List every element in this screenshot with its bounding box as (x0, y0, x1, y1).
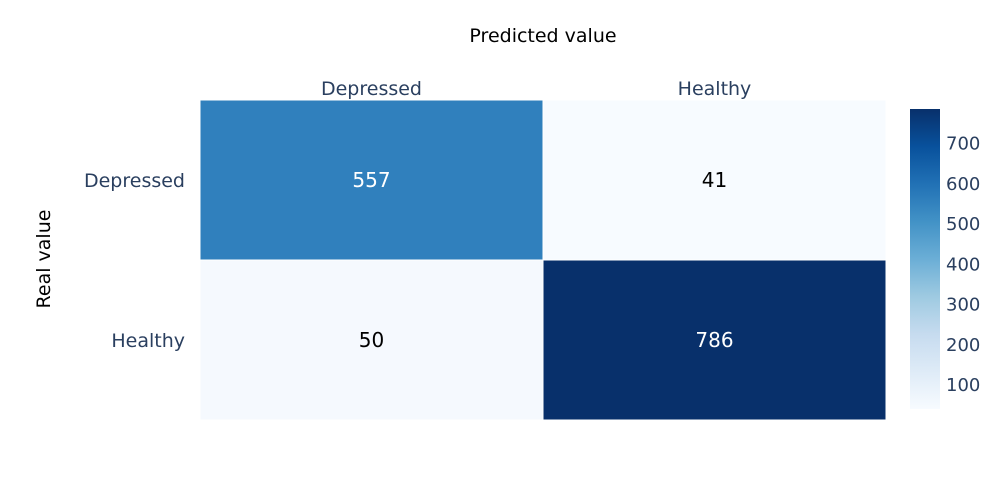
x-tick-labels: Depressed Healthy (321, 78, 751, 100)
x-axis-title: Predicted value (469, 25, 616, 47)
x-tick-label: Depressed (321, 78, 422, 100)
heatmap-cells: 557 41 50 786 (199, 99, 887, 421)
x-tick-label: Healthy (678, 78, 752, 100)
cell-value-label: 557 (352, 168, 390, 192)
colorbar-tick-label: 200 (946, 335, 980, 356)
heatmap-cell (199, 99, 544, 261)
colorbar-tick-label: 600 (946, 174, 980, 195)
colorbar-tick-label: 700 (946, 134, 980, 155)
y-axis-title: Real value (33, 210, 55, 309)
colorbar-tick-label: 400 (946, 254, 980, 275)
cell-value-label: 50 (359, 328, 384, 352)
colorbar-tick-labels: 100 200 300 400 500 600 700 (946, 134, 980, 397)
cell-value-label: 786 (695, 328, 733, 352)
colorbar-tick-label: 100 (946, 375, 980, 396)
cell-value-label: 41 (702, 168, 727, 192)
colorbar (910, 109, 940, 409)
colorbar-tick-label: 500 (946, 214, 980, 235)
colorbar-tick-label: 300 (946, 295, 980, 316)
heatmap-cell (199, 259, 544, 421)
heatmap-cell (542, 259, 887, 421)
heatmap-cell (542, 99, 887, 261)
y-tick-label: Depressed (84, 170, 185, 192)
y-tick-labels: Depressed Healthy (84, 170, 185, 352)
y-tick-label: Healthy (111, 330, 185, 352)
